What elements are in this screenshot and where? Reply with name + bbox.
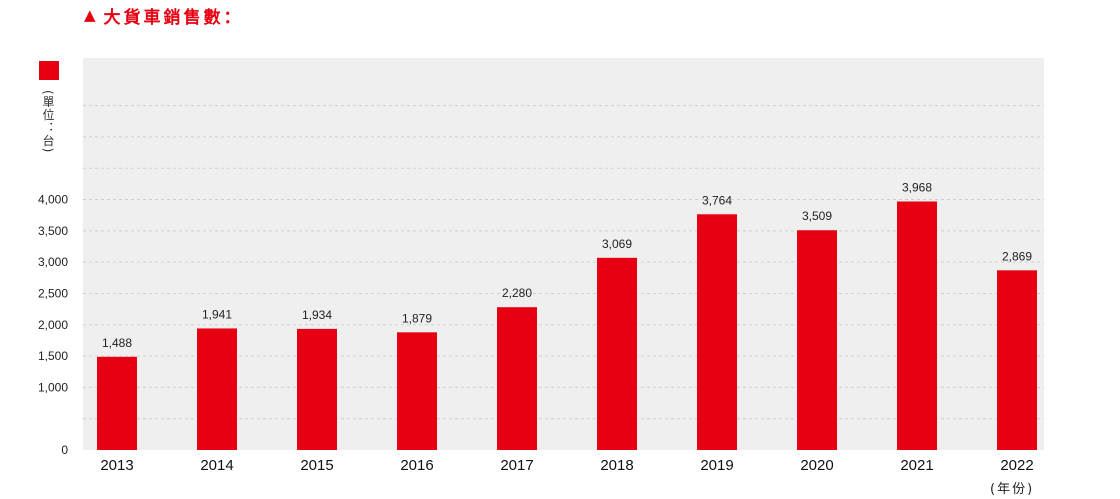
y-tick-label: 1,000 bbox=[38, 380, 68, 394]
x-tick-label: 2016 bbox=[400, 457, 433, 474]
bar-2018 bbox=[597, 257, 637, 450]
x-axis-ticks: 2013 2014 2015 2016 2017 2018 2019 2020 2021 2022 bbox=[100, 457, 1033, 474]
plot-area bbox=[83, 58, 1044, 450]
y-axis-ticks: 0 1,000 1,500 2,000 2,500 3,000 3,500 4,000 bbox=[38, 193, 68, 458]
y-tick-label: 2,000 bbox=[38, 318, 68, 332]
y-tick-label: 0 bbox=[61, 443, 68, 457]
bar-2017 bbox=[497, 307, 537, 450]
data-label-2014: 1,941 bbox=[202, 307, 232, 321]
bars bbox=[97, 201, 1037, 450]
x-tick-label: 2019 bbox=[700, 457, 733, 474]
data-label-2016: 1,879 bbox=[402, 311, 432, 325]
data-label-2015: 1,934 bbox=[302, 308, 332, 322]
data-label-2013: 1,488 bbox=[102, 336, 132, 350]
data-labels: 1,488 1,941 1,934 1,879 2,280 3,069 3,764 3,509… bbox=[102, 181, 1032, 350]
data-label-2022: 2,869 bbox=[1002, 249, 1032, 263]
x-tick-label: 2017 bbox=[500, 457, 533, 474]
bar-2015 bbox=[297, 328, 337, 450]
gridlines bbox=[83, 105, 1044, 420]
y-tick-label: 3,000 bbox=[38, 255, 68, 269]
bar-2016 bbox=[397, 332, 437, 450]
bar-2021 bbox=[897, 201, 937, 450]
y-tick-label: 1,500 bbox=[38, 349, 68, 363]
legend-swatch bbox=[39, 61, 59, 80]
bar-2019 bbox=[697, 214, 737, 450]
x-tick-label: 2022 bbox=[1000, 457, 1033, 474]
x-tick-label: 2020 bbox=[800, 457, 833, 474]
y-tick-label: 4,000 bbox=[38, 193, 68, 207]
x-tick-label: 2018 bbox=[600, 457, 633, 474]
bar-2013 bbox=[97, 356, 137, 450]
chart-title: ▲ 大貨車銷售數： bbox=[84, 4, 244, 28]
chart-title-text: 大貨車銷售數： bbox=[103, 7, 244, 28]
bar-2022 bbox=[997, 270, 1037, 450]
x-tick-label: 2015 bbox=[300, 457, 333, 474]
data-label-2021: 3,968 bbox=[902, 181, 932, 195]
triangle-icon: ▲ bbox=[84, 6, 96, 24]
x-axis-unit-label: (年份) bbox=[990, 482, 1035, 497]
x-tick-label: 2014 bbox=[200, 457, 233, 474]
y-tick-label: 3,500 bbox=[38, 224, 68, 238]
data-label-2018: 3,069 bbox=[602, 237, 632, 251]
y-axis-unit-label: (單位：台) bbox=[41, 90, 55, 154]
data-label-2019: 3,764 bbox=[702, 193, 732, 207]
data-label-2020: 3,509 bbox=[802, 209, 832, 223]
bar-2020 bbox=[797, 230, 837, 450]
x-tick-label: 2021 bbox=[900, 457, 933, 474]
data-label-2017: 2,280 bbox=[502, 286, 532, 300]
x-tick-label: 2013 bbox=[100, 457, 133, 474]
bar-2014 bbox=[197, 328, 237, 450]
y-tick-label: 2,500 bbox=[38, 286, 68, 300]
